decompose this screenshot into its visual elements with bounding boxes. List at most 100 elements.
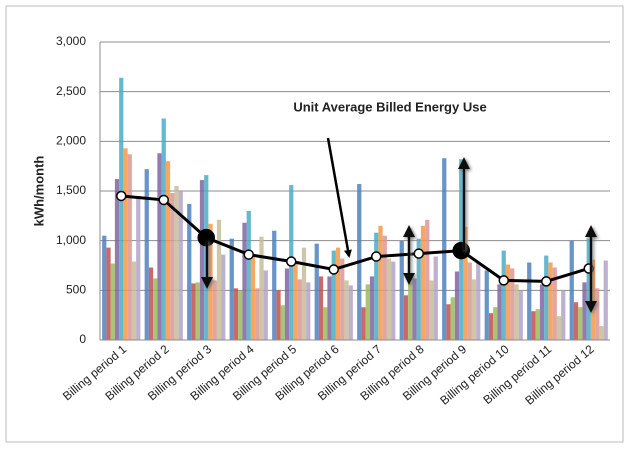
bar [556, 316, 562, 340]
bar [450, 297, 455, 340]
bar [216, 219, 222, 340]
bar [191, 283, 196, 340]
average-marker [328, 264, 339, 275]
bar [170, 192, 175, 340]
bar [518, 290, 523, 340]
bar [153, 278, 158, 340]
bar [144, 169, 149, 340]
bar [365, 284, 370, 340]
bar [595, 288, 600, 340]
bar [599, 326, 604, 340]
bar [212, 280, 217, 340]
bar [259, 236, 264, 340]
bar [327, 276, 332, 340]
average-marker [116, 190, 127, 202]
y-tick-label: 3,000 [56, 34, 86, 48]
bar [493, 307, 498, 340]
bar [399, 240, 404, 340]
bar [250, 256, 256, 340]
bar [412, 278, 417, 340]
bar [297, 279, 302, 340]
bar [229, 238, 234, 340]
bar [552, 267, 557, 340]
bar [471, 279, 477, 340]
bar [199, 180, 205, 340]
bar [391, 261, 396, 340]
bar [408, 282, 413, 340]
bar [497, 284, 502, 340]
bar [344, 280, 349, 340]
bar [165, 161, 171, 340]
bar [484, 270, 489, 340]
bar [378, 225, 383, 340]
bar [195, 282, 200, 340]
bar [233, 288, 239, 340]
bar [446, 304, 451, 340]
bar [416, 238, 421, 340]
bar [488, 313, 494, 340]
bar [306, 282, 311, 340]
bar [454, 271, 460, 340]
bar [573, 302, 579, 340]
average-marker [286, 256, 297, 267]
bar [505, 264, 511, 340]
bar [603, 260, 608, 340]
bar [548, 262, 553, 340]
bar [284, 268, 290, 340]
bar [425, 219, 430, 340]
average-marker [158, 194, 169, 206]
y-tick-label: 1,500 [56, 183, 86, 197]
arrows [201, 157, 597, 313]
average-marker [452, 241, 470, 260]
y-tick-label: 500 [66, 283, 86, 297]
bar [510, 268, 515, 340]
bar [178, 191, 183, 340]
bar [148, 267, 154, 340]
bar [569, 240, 574, 340]
bar [361, 307, 366, 340]
average-marker [243, 249, 254, 260]
bar [420, 225, 426, 340]
bar [272, 230, 277, 340]
bar [263, 270, 268, 340]
y-axis-title: kWh/month [31, 156, 46, 227]
bar [102, 235, 107, 340]
bar [476, 262, 481, 340]
frame [5, 5, 624, 443]
bar [429, 280, 434, 340]
bar [114, 179, 120, 340]
bar [174, 186, 179, 340]
bar [119, 77, 124, 340]
bar [131, 261, 137, 340]
bar [255, 288, 260, 340]
bar [348, 285, 353, 340]
bar [136, 195, 141, 340]
bar [561, 290, 566, 340]
bar [301, 247, 307, 340]
bar [187, 203, 192, 340]
bar [161, 118, 166, 340]
average-marker [541, 276, 552, 287]
bar [463, 226, 468, 340]
y-tick-label: 1,000 [56, 233, 86, 247]
bar [276, 290, 281, 340]
annotation: Unit Average Billed Energy Use [293, 99, 486, 114]
bar [340, 258, 345, 340]
bar [535, 309, 540, 340]
bar [127, 154, 132, 340]
bar [527, 262, 532, 340]
bar [157, 153, 162, 340]
bar [106, 247, 111, 340]
bar [318, 276, 324, 340]
bar [110, 263, 115, 340]
bar [293, 261, 298, 340]
bar [531, 311, 536, 340]
bar [514, 284, 519, 340]
y-tick-label: 2,500 [56, 84, 86, 98]
bar [323, 307, 328, 340]
bar [386, 258, 392, 340]
annotation-arrow [326, 137, 352, 258]
y-tick-label: 2,000 [56, 134, 86, 148]
bar [280, 305, 285, 340]
